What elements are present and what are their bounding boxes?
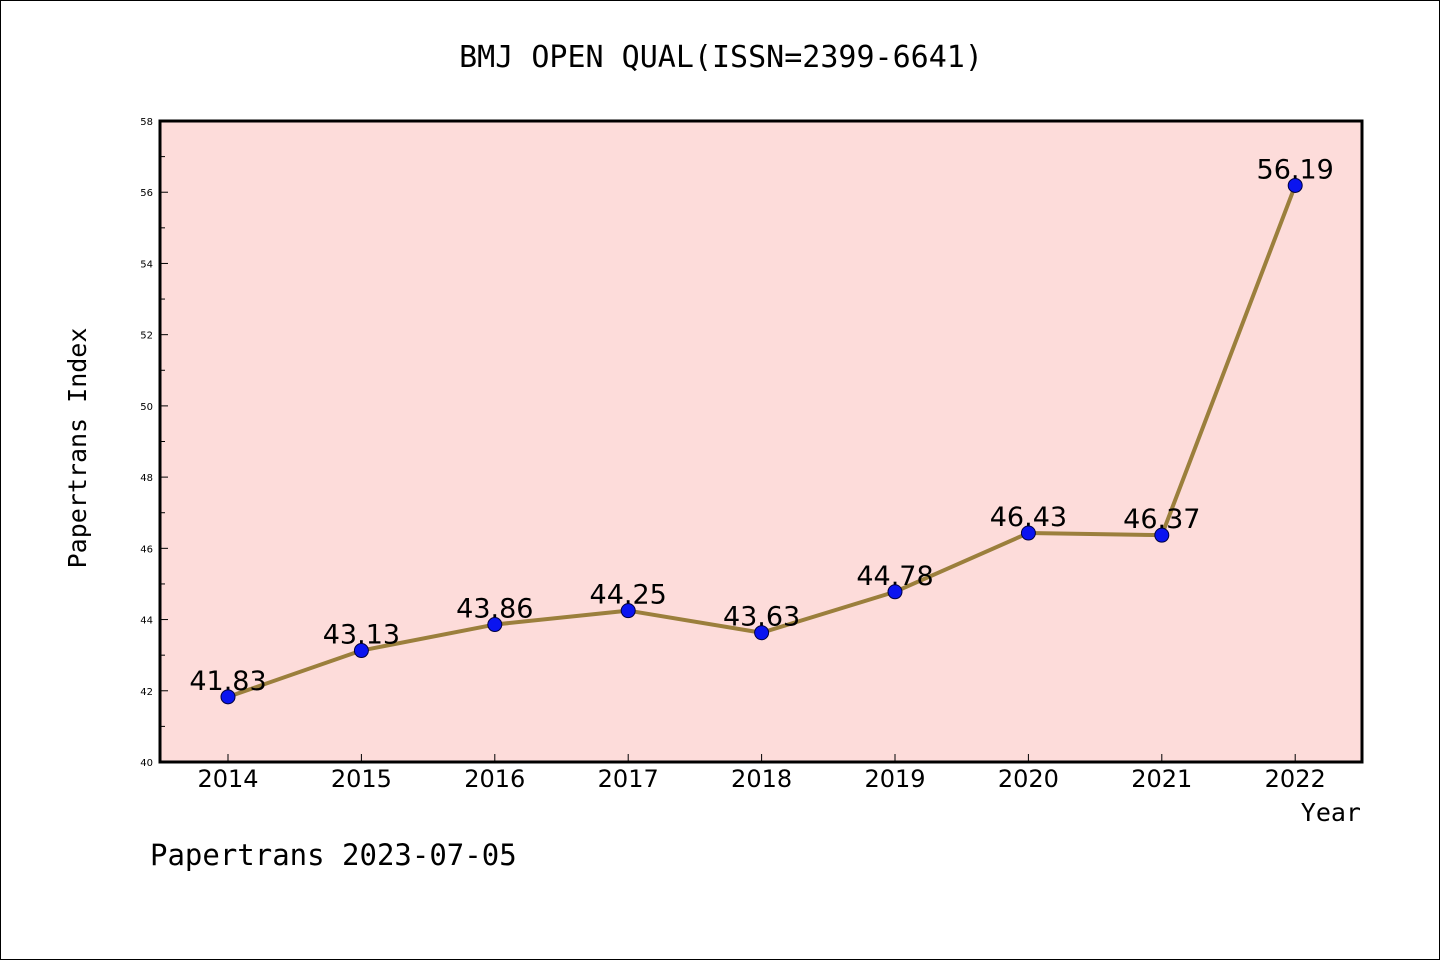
data-point [620, 603, 636, 619]
chart-title: BMJ OPEN QUAL(ISSN=2399-6641) [459, 40, 983, 75]
x-tick-label: 2017 [598, 765, 659, 793]
y-tick-label: 50 [140, 402, 153, 413]
plot-border [158, 119, 1364, 764]
y-tick-label: 40 [140, 758, 153, 769]
x-axis: 2014 2015 2016 2017 2018 2019 2020 2021 2022 [197, 754, 1326, 793]
data-point [1020, 525, 1036, 541]
footer-note: Papertrans 2023-07-05 [150, 838, 517, 872]
data-point [487, 617, 503, 633]
x-tick-label: 2015 [331, 765, 392, 793]
x-tick-label: 2014 [197, 765, 258, 793]
x-axis-label: Year [1301, 798, 1361, 827]
x-tick-label: 2020 [998, 765, 1059, 793]
plot-area [160, 121, 1362, 762]
x-tick-label: 2016 [464, 765, 525, 793]
y-axis: 40 42 44 46 48 50 52 54 56 58 [140, 117, 168, 769]
y-tick-label: 44 [140, 616, 153, 627]
data-point [220, 689, 236, 705]
y-tick-label: 46 [140, 544, 153, 555]
y-tick-label: 42 [140, 687, 153, 698]
data-point [1287, 177, 1303, 193]
y-tick-label: 56 [140, 188, 153, 199]
y-tick-label: 52 [140, 331, 153, 342]
y-tick-label: 58 [140, 117, 153, 128]
x-tick-label: 2019 [864, 765, 925, 793]
x-tick-label: 2018 [731, 765, 792, 793]
x-tick-label: 2021 [1131, 765, 1192, 793]
y-tick-label: 48 [140, 473, 153, 484]
data-point [754, 625, 770, 641]
data-point [887, 584, 903, 600]
y-tick-label: 54 [140, 259, 153, 270]
data-point [1154, 527, 1170, 543]
y-axis-label: Papertrans Index [63, 328, 92, 569]
x-tick-label: 2022 [1265, 765, 1326, 793]
data-point [353, 643, 369, 659]
